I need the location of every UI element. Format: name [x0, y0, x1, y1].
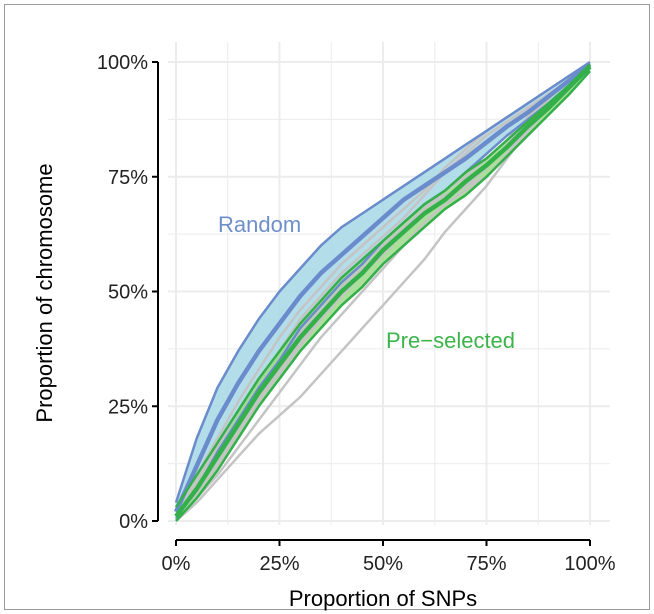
preselected-upper-line — [174, 63, 591, 508]
y-tick-label: 25% — [108, 396, 148, 418]
y-tick-label: 100% — [97, 52, 148, 74]
tick-labels: 0% 25% 50% 75% 100% 0% 25% 50% 75% 100% — [97, 52, 616, 575]
y-tick-label: 75% — [108, 167, 148, 189]
axes — [152, 61, 591, 546]
x-tick-label: 50% — [363, 553, 403, 575]
background-line-7 — [175, 70, 591, 522]
annotation-random: Random — [218, 212, 301, 237]
y-axis-title: Proportion of chromosome — [32, 163, 57, 422]
x-tick-label: 75% — [466, 553, 506, 575]
x-axis-title: Proportion of SNPs — [289, 586, 477, 611]
preselected-mean-line — [174, 65, 592, 518]
y-tick-label: 0% — [119, 511, 148, 533]
x-tick-label: 100% — [564, 553, 615, 575]
preselected-lower-line — [175, 70, 591, 522]
random-mean-line — [173, 62, 592, 513]
x-tick-label: 0% — [162, 553, 191, 575]
annotation-preselected: Pre−selected — [386, 328, 515, 353]
random-upper-line — [174, 60, 591, 503]
x-tick-label: 25% — [259, 553, 299, 575]
y-tick-label: 50% — [108, 282, 148, 304]
mean-series — [173, 60, 592, 522]
